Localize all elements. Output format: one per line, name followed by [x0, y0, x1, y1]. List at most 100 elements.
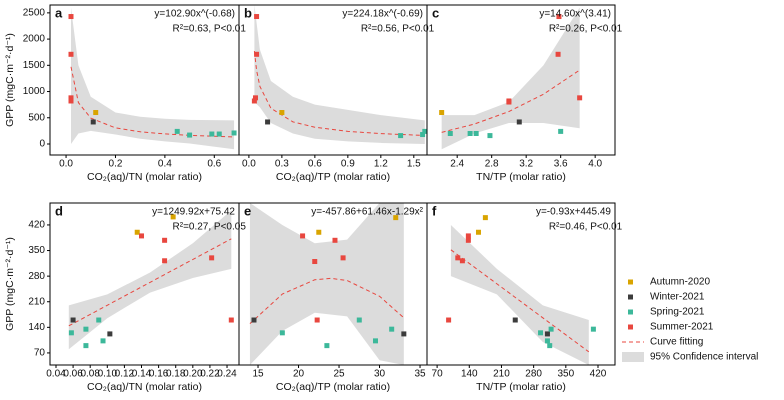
y-tick-label: 210: [28, 296, 45, 307]
point: [134, 229, 140, 235]
x-tick-label: 140: [461, 369, 478, 380]
legend-band-swatch: [622, 352, 644, 362]
x-tick-label: 0.22: [200, 369, 220, 380]
point: [467, 130, 473, 136]
point: [83, 326, 89, 332]
x-tick-label: 15: [252, 369, 264, 380]
point: [316, 229, 322, 235]
x-tick-label: 2.8: [485, 159, 499, 170]
stats: R²=0.63, P<0.01: [173, 24, 247, 35]
equation: y=224.18x^(-0.69): [342, 9, 423, 20]
x-axis-title: CO₂(aq)/TP (molar ratio): [276, 381, 390, 393]
stats: R²=0.46, P<0.01: [549, 222, 623, 233]
legend-label: Curve fitting: [650, 337, 703, 348]
point: [512, 317, 518, 323]
point: [209, 255, 215, 261]
point: [465, 237, 471, 243]
x-axis-title: TN/TP (molar ratio): [476, 381, 566, 393]
point: [356, 317, 362, 323]
fit-curve: [441, 69, 580, 133]
point: [482, 215, 488, 221]
point: [162, 237, 168, 243]
point: [231, 130, 237, 136]
point: [398, 133, 404, 139]
x-tick-label: 280: [525, 369, 542, 380]
stats: R²=0.27, P<0.05: [173, 222, 247, 233]
point: [279, 110, 285, 116]
x-tick-label: 3.6: [554, 159, 568, 170]
x-tick-label: 0.18: [166, 369, 186, 380]
x-tick-label: 0.08: [80, 369, 100, 380]
panel-letter: b: [244, 5, 252, 20]
point: [556, 14, 562, 20]
x-tick-label: 0.6: [308, 159, 322, 170]
point: [139, 233, 145, 239]
panel-letter: d: [55, 203, 63, 218]
y-tick-label: 350: [28, 245, 45, 256]
point: [300, 233, 306, 239]
x-tick-label: 0.2: [109, 159, 123, 170]
panel-letter: f: [432, 203, 437, 218]
point: [455, 255, 461, 261]
point: [459, 258, 465, 264]
legend-swatch: [628, 279, 633, 285]
x-tick-label: 35: [414, 369, 426, 380]
panel: [68, 7, 237, 150]
point: [209, 131, 215, 137]
point: [107, 331, 113, 337]
y-tick-label: 2500: [23, 8, 46, 19]
point: [465, 233, 471, 239]
point: [251, 98, 257, 104]
x-tick-label: 350: [557, 369, 574, 380]
point: [420, 132, 426, 138]
y-tick-label: 280: [28, 271, 45, 282]
x-tick-label: 20: [293, 369, 305, 380]
point: [228, 317, 234, 323]
point: [487, 133, 493, 139]
point: [187, 132, 193, 138]
point: [254, 14, 260, 20]
x-tick-label: 0.04: [46, 369, 66, 380]
x-tick-label: 3.2: [519, 159, 533, 170]
point: [547, 343, 553, 349]
point: [68, 95, 74, 101]
confidence-band: [71, 7, 235, 150]
y-tick-label: 70: [34, 348, 46, 359]
x-tick-label: 0.6: [207, 159, 221, 170]
point: [68, 330, 74, 336]
x-tick-label: 25: [333, 369, 345, 380]
x-tick-label: 2.4: [450, 159, 464, 170]
point: [439, 110, 445, 116]
point: [83, 343, 89, 349]
point: [68, 51, 74, 57]
x-tick-label: 0.9: [341, 159, 355, 170]
point: [446, 317, 452, 323]
point: [389, 326, 395, 332]
y-tick-label: 2000: [23, 34, 46, 45]
point: [68, 98, 74, 104]
x-tick-label: 0.16: [149, 369, 169, 380]
legend-label: Summer-2021: [650, 322, 714, 333]
panel-letter: e: [244, 203, 251, 218]
y-axis-title: GPP (mgC·m⁻²·d⁻¹): [4, 33, 16, 127]
point: [555, 51, 561, 57]
point: [422, 128, 427, 134]
confidence-band: [254, 5, 425, 144]
point: [174, 128, 180, 134]
point: [473, 130, 479, 136]
point: [544, 338, 550, 344]
equation: y=1249.92x+75.42: [152, 207, 235, 218]
plot-frame: [426, 4, 616, 156]
fit-curve: [249, 277, 405, 325]
equation: y=-0.93x+445.49: [536, 207, 611, 218]
stats: R²=0.26, P<0.01: [549, 24, 623, 35]
point: [577, 95, 583, 101]
x-tick-label: 420: [590, 369, 607, 380]
x-tick-label: 0.4: [158, 159, 172, 170]
point: [544, 331, 550, 337]
panel-letter: c: [432, 5, 439, 20]
plot-frame: [426, 202, 616, 366]
point: [162, 258, 168, 264]
legend-swatch: [628, 324, 633, 330]
